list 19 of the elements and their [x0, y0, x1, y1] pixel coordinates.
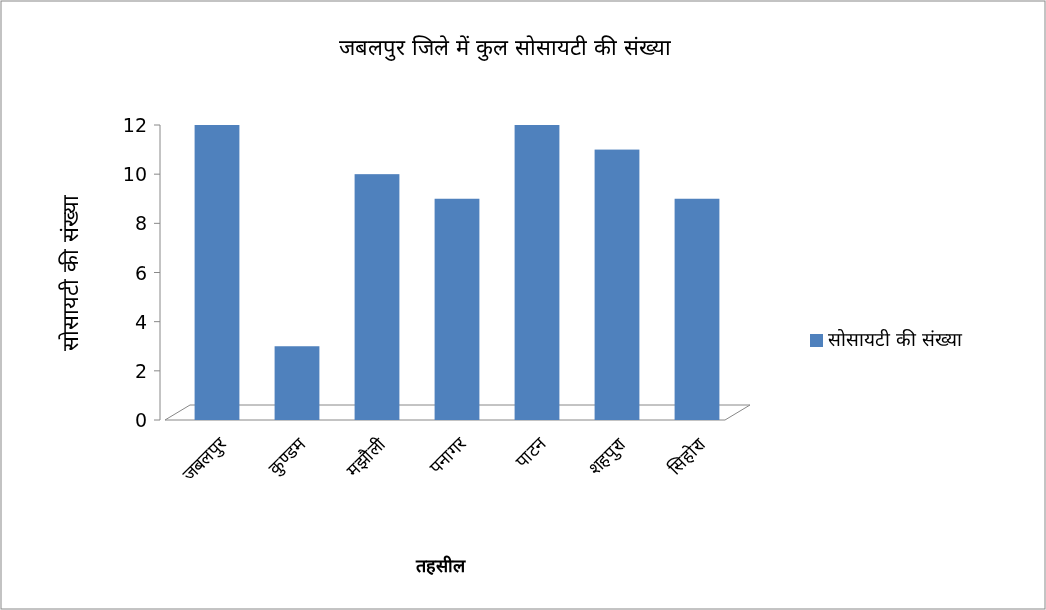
y-tick-label: 2	[134, 359, 147, 382]
y-tick-label: 0	[134, 409, 147, 431]
y-tick-label: 6	[134, 261, 147, 284]
chart-title: जबलपुर जिले में कुल सोसायटी की संख्या	[339, 35, 671, 61]
y-tick-label: 4	[134, 310, 147, 333]
bar	[674, 198, 720, 420]
legend-label: सोसायटी की संख्या	[828, 328, 964, 350]
bar	[274, 346, 320, 420]
bar	[594, 149, 640, 420]
bar	[514, 125, 560, 420]
bar	[434, 198, 480, 420]
y-tick-label: 8	[134, 212, 147, 235]
bar	[354, 174, 400, 420]
bar	[194, 125, 240, 420]
y-tick-label: 12	[122, 114, 147, 136]
x-axis-title: तहसील	[414, 555, 466, 576]
y-axis-title: सोसायटी की संख्या	[58, 194, 83, 351]
y-tick-label: 10	[122, 163, 147, 186]
x-tick-label: पाटन	[510, 432, 551, 472]
